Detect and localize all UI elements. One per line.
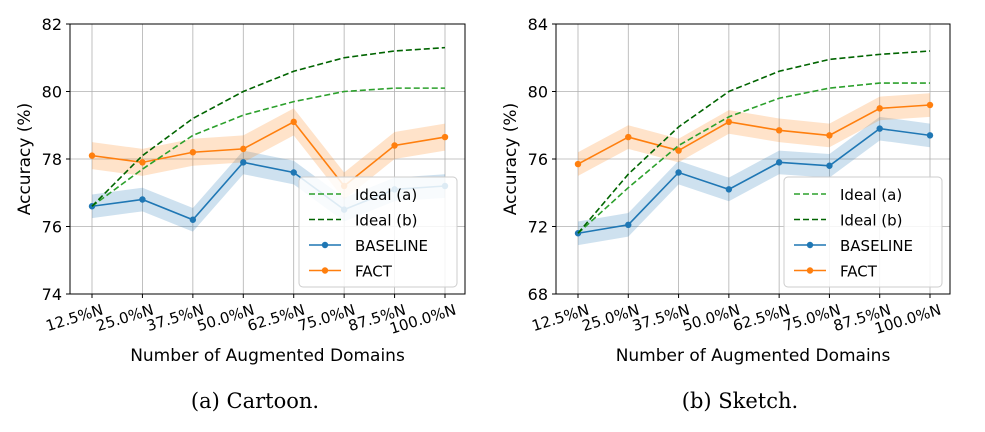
data-point-baseline (926, 132, 934, 139)
y-tick-label: 72 (528, 218, 548, 237)
data-point-baseline (625, 221, 632, 229)
series-line-ideal-a (577, 82, 930, 234)
legend-marker (321, 267, 329, 274)
x-axis-label: Number of Augmented Domains (616, 346, 891, 366)
data-point-fact (189, 149, 197, 156)
data-point-fact (675, 147, 682, 154)
data-point-baseline (876, 125, 883, 132)
legend-marker (806, 267, 814, 274)
y-tick-label: 68 (528, 285, 548, 304)
data-point-fact (826, 132, 833, 139)
y-tick-label: 84 (528, 15, 548, 34)
legend: Ideal (a) Ideal (b) BASELINE FACT (298, 176, 458, 288)
data-point-baseline (139, 196, 146, 203)
legend-label: Ideal (b) (355, 212, 418, 230)
data-point-baseline (725, 186, 733, 193)
data-point-fact (240, 145, 247, 153)
legend-label: FACT (355, 263, 393, 281)
data-point-fact (926, 101, 934, 109)
y-tick-label: 78 (42, 150, 62, 169)
series-line-baseline (577, 127, 931, 235)
legend-label: FACT (840, 263, 878, 281)
legend: Ideal (a) Ideal (b) BASELINE FACT (783, 176, 943, 288)
y-tick-label: 80 (42, 83, 62, 102)
legend-label: BASELINE (840, 237, 913, 255)
legend-marker (321, 241, 329, 249)
data-point-fact (775, 127, 783, 134)
y-axis-label: Accuracy (%) (15, 103, 35, 215)
legend-box (298, 176, 458, 288)
data-point-fact (441, 133, 449, 141)
figure-caption: (b) Sketch. (682, 389, 798, 413)
data-point-baseline (675, 169, 682, 176)
data-point-baseline (189, 216, 197, 223)
y-tick-label: 76 (528, 150, 548, 169)
data-point-fact (574, 160, 582, 168)
data-point-fact (625, 133, 632, 141)
series-line-fact (577, 104, 931, 165)
y-tick-label: 76 (42, 218, 62, 237)
data-point-baseline (826, 162, 833, 169)
chart-panel-a: 747678808212.5%N25.0%N37.5%N50.0%N62.5%N… (15, 15, 466, 413)
legend-marker (806, 241, 814, 249)
data-point-fact (876, 105, 883, 112)
x-axis-label: Number of Augmented Domains (130, 346, 405, 366)
legend-label: Ideal (a) (355, 186, 417, 204)
legend-label: Ideal (b) (840, 212, 903, 230)
data-point-baseline (290, 169, 297, 176)
y-tick-label: 74 (42, 285, 62, 304)
legend-box (783, 176, 943, 288)
series-line-fact (91, 120, 446, 188)
y-axis-label: Accuracy (%) (501, 103, 521, 215)
data-point-fact (391, 142, 398, 149)
data-point-fact (139, 159, 146, 166)
legend-label: Ideal (a) (840, 186, 902, 204)
data-point-baseline (240, 159, 247, 166)
series-line-ideal-a (91, 87, 445, 207)
y-tick-label: 80 (528, 83, 548, 102)
data-point-fact (290, 118, 297, 126)
confidence-band-baseline (578, 116, 930, 246)
data-point-fact (88, 152, 96, 159)
figure-caption: (a) Cartoon. (191, 389, 319, 413)
y-tick-label: 82 (42, 15, 62, 34)
legend-label: BASELINE (355, 237, 428, 255)
data-point-fact (725, 118, 733, 126)
data-point-baseline (775, 159, 783, 166)
chart-panel-b: 687276808412.5%N25.0%N37.5%N50.0%N62.5%N… (501, 15, 951, 413)
series-line-ideal-b (91, 46, 446, 207)
series-line-ideal-b (577, 50, 931, 234)
